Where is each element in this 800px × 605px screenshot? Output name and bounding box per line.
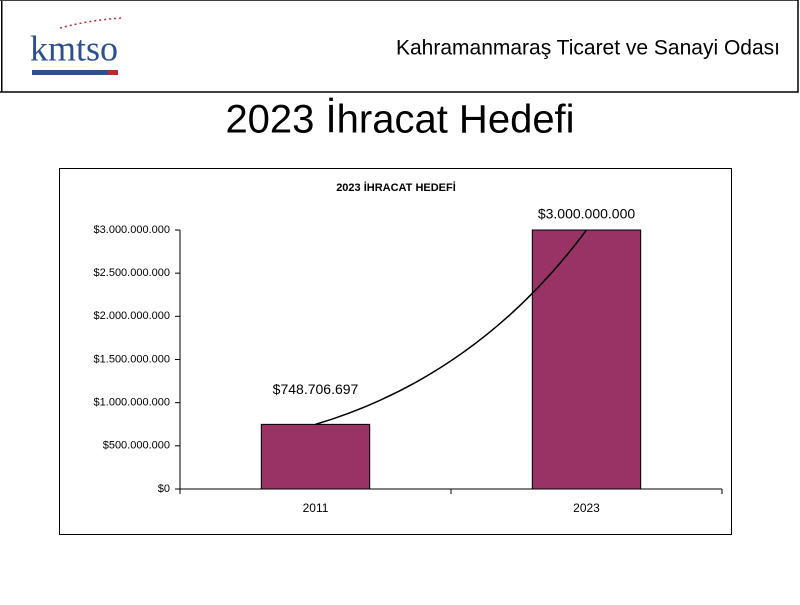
y-tick-label: $500.000.000 — [103, 440, 170, 452]
value-label: $3.000.000.000 — [538, 206, 636, 222]
x-tick-label: 2011 — [303, 501, 329, 515]
slide-title: 2023 İhracat Hedefi — [225, 97, 574, 142]
y-tick-label: $2.500.000.000 — [94, 267, 170, 279]
y-tick-label: $1.500.000.000 — [94, 353, 170, 365]
logo-bar — [32, 70, 112, 75]
chart-title: 2023 İHRACAT HEDEFİ — [336, 181, 456, 194]
organization-name: Kahramanmaraş Ticaret ve Sanayi Odası — [396, 37, 780, 60]
logo: kmtso — [30, 17, 123, 75]
header-frame-left — [1, 1, 3, 92]
logo-stars — [59, 17, 123, 29]
y-tick-label: $1.000.000.000 — [94, 397, 170, 409]
y-tick-label: $3.000.000.000 — [94, 224, 170, 236]
y-tick-label: $2.000.000.000 — [94, 310, 170, 322]
logo-bar-red — [108, 70, 118, 75]
x-tick-label: 2023 — [573, 501, 600, 515]
bar — [531, 229, 642, 490]
y-tick-label: $0 — [158, 483, 170, 495]
logo-text: kmtso — [30, 28, 118, 68]
plot: $0 $500.000.000 $1.000.000.000 $1.500.000.0… — [94, 206, 723, 515]
value-label: $748.706.697 — [273, 381, 359, 397]
header-frame — [0, 0, 799, 93]
bar — [260, 423, 371, 490]
trend-curve — [315, 229, 588, 426]
